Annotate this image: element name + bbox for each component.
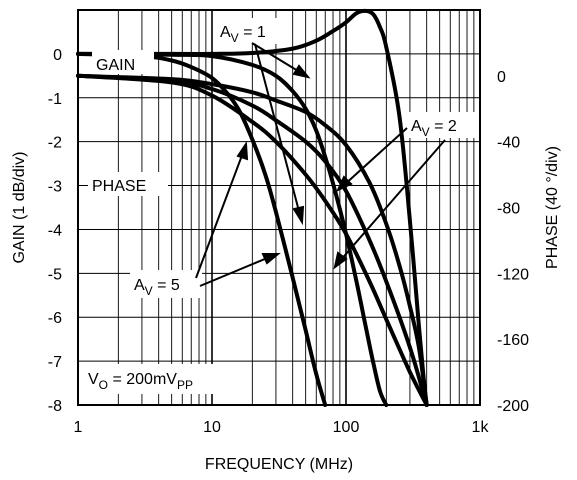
phase-curve-av2 xyxy=(76,73,429,407)
annotations: GAIN PHASE AV = 1 AV = 2 AV = 5 VO = 200… xyxy=(84,18,478,394)
phase-label-bg xyxy=(88,172,168,196)
gain-tick-label: -7 xyxy=(48,354,62,371)
av2-arrow-gain xyxy=(342,127,408,187)
av2-label-bg xyxy=(408,112,478,138)
gain-curve-av2 xyxy=(76,51,389,407)
av5-label-bg xyxy=(130,270,202,298)
av1-label-bg xyxy=(214,18,284,44)
av1-label: AV = 1 xyxy=(220,24,266,45)
callout-arrows xyxy=(195,42,446,287)
phase-tick-label: -160 xyxy=(497,332,529,349)
gain-tick-labels: 0 -1 -2 -3 -4 -5 -6 -7 -8 xyxy=(48,47,62,415)
phase-label: PHASE xyxy=(92,178,146,195)
gain-tick-label: -1 xyxy=(48,91,62,108)
plot-frame xyxy=(77,9,481,406)
vo-label-bg xyxy=(84,364,250,394)
phase-tick-label: -40 xyxy=(497,135,520,152)
phase-tick-labels: 0 -40 -80 -120 -160 -200 xyxy=(497,69,529,415)
phase-tick-label: -200 xyxy=(497,398,529,415)
av1-arrow-phase xyxy=(254,43,301,216)
av2-arrow-phase xyxy=(338,139,446,263)
phase-curve-av5 xyxy=(76,73,429,407)
curves xyxy=(76,8,429,407)
av5-arrow-gain xyxy=(195,149,245,279)
phase-curve-av1 xyxy=(76,73,429,407)
av1-arrowhead-phase xyxy=(292,205,305,226)
phase-tick-label: 0 xyxy=(497,69,506,86)
gain-axis-title: GAIN (1 dB/div) xyxy=(11,151,28,263)
av5-label: AV = 5 xyxy=(134,277,180,298)
av1-arrow-gain xyxy=(251,42,304,75)
vo-label: VO = 200mVPP xyxy=(88,371,193,392)
phase-tick-label: -120 xyxy=(497,266,529,283)
x-tick-label: 1 xyxy=(74,419,83,436)
gain-tick-label: -6 xyxy=(48,310,62,327)
gain-label-bg xyxy=(92,50,154,74)
av2-arrowhead-gain xyxy=(335,175,353,193)
gain-tick-label: -2 xyxy=(48,135,62,152)
av1-arrowhead-gain xyxy=(292,64,311,79)
gain-curve-av5 xyxy=(76,51,328,407)
gain-label: GAIN xyxy=(96,57,135,74)
av5-arrowhead-gain xyxy=(236,140,249,161)
x-tick-label: 10 xyxy=(203,419,221,436)
gain-tick-label: -3 xyxy=(48,179,62,196)
x-tick-labels: 1 10 100 1k xyxy=(74,419,490,436)
gain-tick-label: 0 xyxy=(53,47,62,64)
gain-curve-av1 xyxy=(76,8,429,407)
av2-arrowhead-phase xyxy=(333,251,348,270)
x-tick-label: 1k xyxy=(472,419,490,436)
av5-arrow-phase xyxy=(199,255,273,287)
gain-tick-label: -4 xyxy=(48,222,62,239)
av5-arrowhead-phase xyxy=(261,253,281,265)
gain-tick-label: -8 xyxy=(48,398,62,415)
gain-tick-label: -5 xyxy=(48,266,62,283)
x-tick-label: 100 xyxy=(333,419,360,436)
x-axis-title: FREQUENCY (MHz) xyxy=(205,456,353,473)
phase-tick-label: -80 xyxy=(497,201,520,218)
phase-axis-title: PHASE (40 °/div) xyxy=(544,146,561,269)
av2-label: AV = 2 xyxy=(411,118,457,139)
